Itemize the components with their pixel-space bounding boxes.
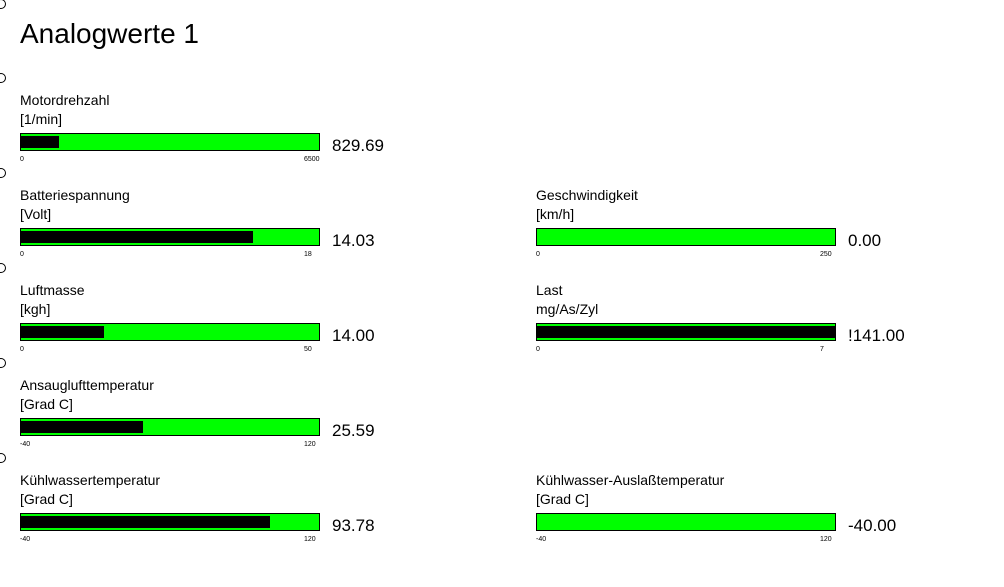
gauge-max: 7 (820, 346, 824, 353)
gauge-max: 120 (304, 536, 316, 543)
gauge-track (536, 323, 836, 341)
gauge-min: -40 (20, 441, 31, 448)
gauge-bar (21, 326, 105, 338)
gauge-track (20, 228, 320, 246)
gauge-bar (537, 326, 835, 338)
gauge: Kühlwassertemperatur [Grad C] -40 120 93.78 (20, 472, 440, 552)
anchor-dot (0, 358, 6, 368)
gauge-min: 0 (20, 251, 24, 258)
gauge-max: 6500 (304, 156, 320, 163)
gauge-track (20, 418, 320, 436)
gauge-bar (21, 231, 254, 243)
gauge: Luftmasse [kgh] 0 50 14.00 (20, 282, 440, 362)
gauge-unit: [Grad C] (536, 491, 589, 507)
gauge-unit: [Volt] (20, 206, 52, 222)
gauge: Ansauglufttemperatur [Grad C] -40 120 25.59 (20, 377, 440, 457)
gauge: Last mg/As/Zyl 0 7 !141.00 (536, 282, 956, 362)
gauge: Batteriespannung [Volt] 0 18 14.03 (20, 187, 440, 267)
gauge-unit: mg/As/Zyl (536, 301, 599, 317)
gauge-unit: [kgh] (20, 301, 51, 317)
gauge-track (20, 513, 320, 531)
gauge-value: 25.59 (332, 421, 375, 440)
gauge-unit: [km/h] (536, 206, 575, 222)
gauge-track (536, 228, 836, 246)
gauge: Motordrehzahl [1/min] 0 6500 829.69 (20, 92, 440, 172)
gauge: Kühlwasser-Auslaßtemperatur [Grad C] -40 12… (536, 472, 956, 552)
anchor-dot (0, 453, 6, 463)
gauge-min: 0 (20, 156, 24, 163)
gauge-max: 120 (304, 441, 316, 448)
gauge-min: -40 (536, 536, 547, 543)
gauge-value: -40.00 (848, 516, 897, 535)
gauge-label: Batteriespannung (20, 187, 130, 203)
gauge-label: Last (536, 282, 563, 298)
gauge-min: 0 (20, 346, 24, 353)
gauge-value: !141.00 (848, 326, 905, 345)
gauge-min: 0 (536, 346, 540, 353)
gauge-min: -40 (20, 536, 31, 543)
gauge-bar (21, 516, 271, 528)
gauge-bar (21, 421, 144, 433)
gauge-label: Geschwindigkeit (536, 187, 638, 203)
gauge-value: 14.00 (332, 326, 375, 345)
gauge-max: 120 (820, 536, 832, 543)
gauge-unit: [1/min] (20, 111, 63, 127)
anchor-dot (0, 168, 6, 178)
gauge-bar (21, 136, 60, 148)
gauge-label: Kühlwasser-Auslaßtemperatur (536, 472, 725, 488)
gauge-label: Luftmasse (20, 282, 85, 298)
gauge-min: 0 (536, 251, 540, 258)
gauge-label: Ansauglufttemperatur (20, 377, 154, 393)
gauge-value: 93.78 (332, 516, 375, 535)
gauge-value: 14.03 (332, 231, 375, 250)
gauge-track (536, 513, 836, 531)
gauge-unit: [Grad C] (20, 396, 73, 412)
page-title: Analogwerte 1 (20, 18, 200, 49)
anchor-dot (0, 0, 6, 9)
gauge-value: 0.00 (848, 231, 882, 250)
gauge-max: 250 (820, 251, 832, 258)
anchor-dot (0, 263, 6, 273)
gauge-track (20, 323, 320, 341)
anchor-dot (0, 73, 6, 83)
gauge-label: Kühlwassertemperatur (20, 472, 161, 488)
gauge-label: Motordrehzahl (20, 92, 110, 108)
gauge-value: 829.69 (332, 136, 384, 155)
gauge-max: 18 (304, 251, 312, 258)
gauge-unit: [Grad C] (20, 491, 73, 507)
gauge-max: 50 (304, 346, 312, 353)
gauge-track (20, 133, 320, 151)
gauge: Geschwindigkeit [km/h] 0 250 0.00 (536, 187, 956, 267)
